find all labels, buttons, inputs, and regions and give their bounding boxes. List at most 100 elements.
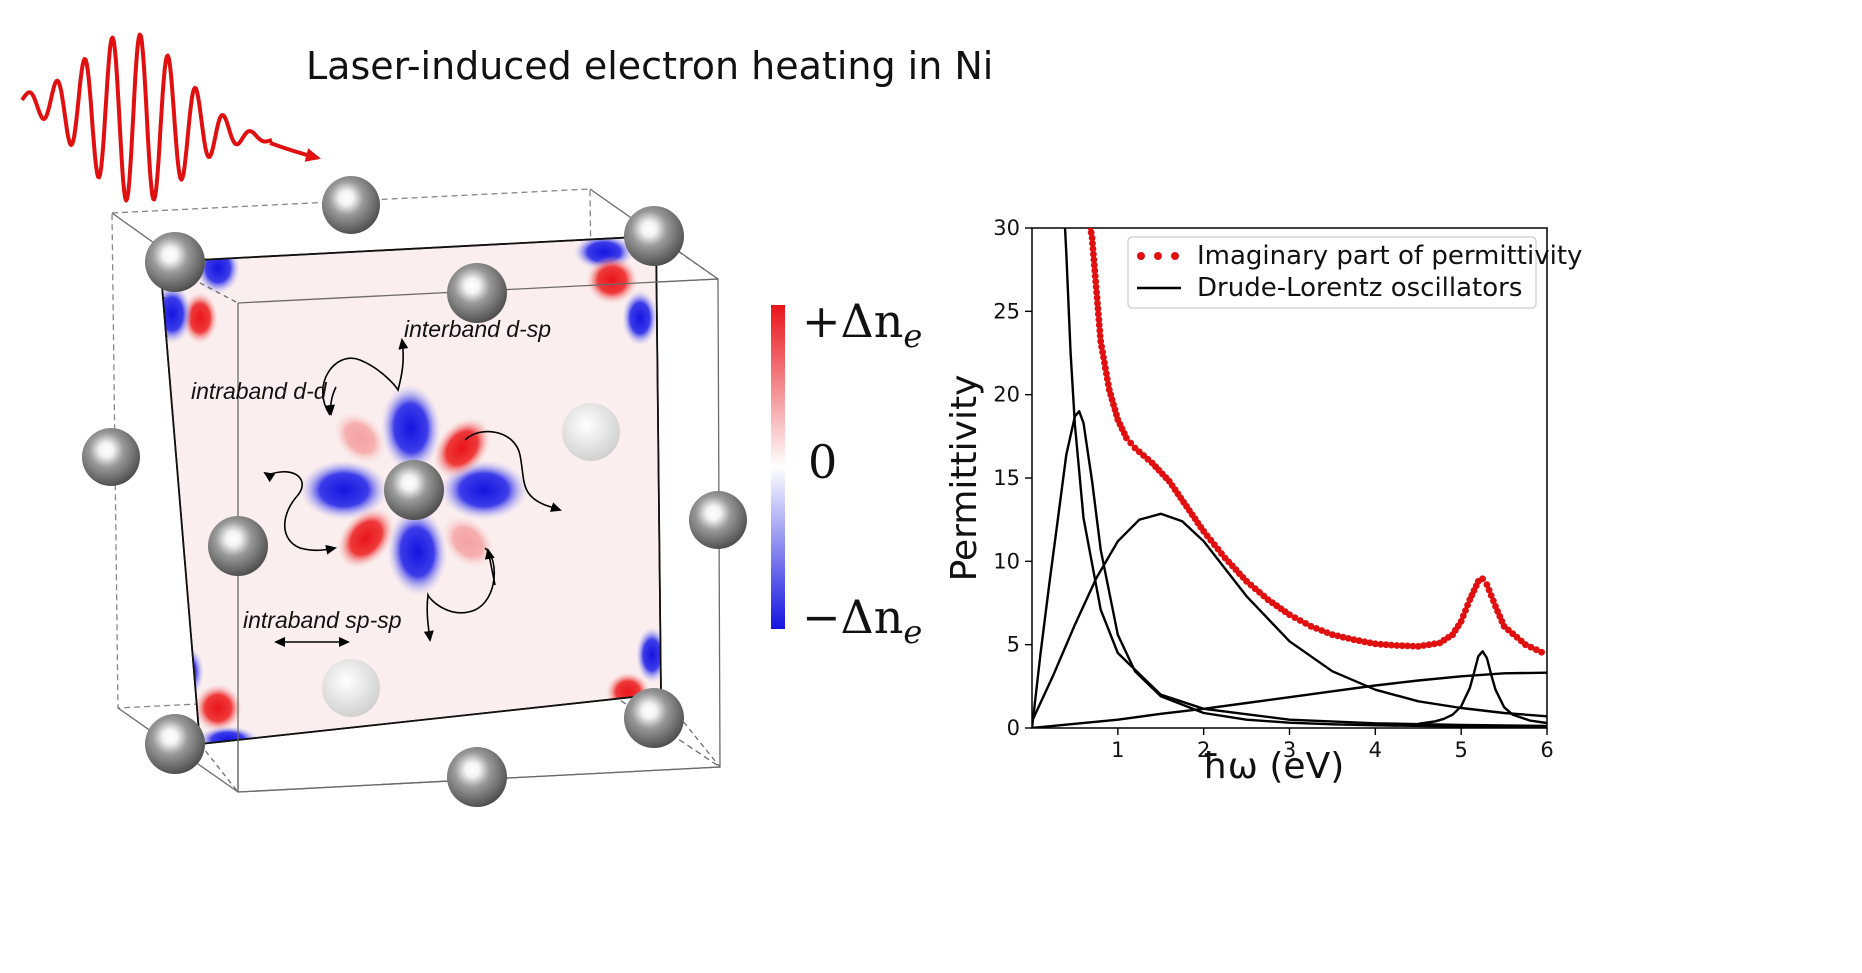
drude-lorentz-curve (1063, 228, 1547, 728)
permittivity-point (1100, 354, 1107, 361)
permittivity-point (1339, 633, 1347, 641)
permittivity-point (1094, 305, 1102, 313)
permittivity-point (1377, 640, 1385, 648)
permittivity-point (1420, 642, 1427, 649)
y-tick-label: 10 (993, 549, 1020, 573)
permittivity-point (1095, 316, 1103, 323)
permittivity-point (1084, 208, 1091, 215)
permittivity-point (1093, 289, 1100, 296)
ni-atom (145, 714, 205, 774)
permittivity-point (1409, 642, 1417, 650)
ni-atoms (82, 176, 747, 807)
y-tick-label: 25 (993, 299, 1020, 323)
drude-lorentz-curve (1032, 512, 1547, 722)
drude-lorentz-curve (1032, 410, 1547, 728)
permittivity-point (1091, 272, 1099, 280)
y-tick-label: 20 (993, 383, 1020, 407)
permittivity-point (1483, 581, 1491, 589)
permittivity-point (1393, 642, 1401, 649)
ni-atom (689, 491, 747, 549)
permittivity-point (1123, 434, 1130, 442)
permittivity-point (1490, 597, 1497, 605)
permittivity-point (1459, 612, 1467, 620)
ni-atom (322, 659, 380, 717)
permittivity-point (1366, 639, 1374, 647)
ni-atom (624, 206, 684, 266)
permittivity-point (1103, 375, 1111, 383)
permittivity-point (1102, 364, 1109, 372)
permittivity-point (1127, 439, 1135, 447)
colorbar-bottom-label: −Δne (802, 590, 922, 651)
permittivity-point (1485, 586, 1493, 594)
x-tick-label: 2 (1197, 738, 1210, 762)
x-tick-label: 4 (1369, 738, 1382, 762)
x-tick-label: 1 (1111, 738, 1124, 762)
permittivity-point (1286, 611, 1293, 619)
legend-label-drude: Drude-Lorentz oscillators (1197, 273, 1522, 303)
ni-atom (624, 688, 684, 748)
permittivity-point (1527, 643, 1535, 651)
permittivity-point (1457, 617, 1465, 625)
permittivity-point (1089, 240, 1096, 247)
plot-area (1032, 208, 1547, 728)
ni-atom (82, 428, 140, 486)
permittivity-point (1345, 635, 1352, 642)
ni-atom (562, 403, 620, 461)
x-axis-label: ħω (eV) (1203, 746, 1344, 787)
permittivity-point (1302, 620, 1309, 627)
permittivity-point (1388, 641, 1395, 649)
permittivity-point (1404, 642, 1411, 650)
permittivity-point (1350, 636, 1358, 644)
x-tick-label: 6 (1540, 738, 1553, 762)
permittivity-point (1334, 632, 1342, 640)
permittivity-point (1538, 648, 1545, 656)
permittivity-point (1085, 213, 1092, 220)
ni-atom (384, 460, 444, 520)
permittivity-point (1095, 310, 1102, 318)
drude-lorentz-curve (1032, 671, 1547, 728)
permittivity-point (1522, 641, 1529, 649)
permittivity-point (1323, 629, 1331, 636)
permittivity-point (1088, 234, 1096, 242)
permittivity-point (1318, 627, 1326, 634)
annotation-intraband-spsp: intraband sp-sp (243, 607, 402, 633)
legend-swatch-imaginary (1171, 252, 1179, 260)
figure-title: Laser-induced electron heating in Ni (306, 44, 993, 88)
permittivity-point (1382, 641, 1390, 649)
permittivity-point (1104, 380, 1112, 388)
y-tick-label: 5 (1007, 633, 1020, 657)
permittivity-chart: 0 5 10 15 20 25 30 1 2 3 4 5 6 ħω (eV) Permittivity Ima… (944, 208, 1582, 787)
permittivity-point (1095, 321, 1103, 329)
permittivity-point (1090, 256, 1098, 264)
ni-atom (447, 263, 507, 323)
y-tick-label: 15 (993, 466, 1020, 490)
permittivity-point (1532, 646, 1540, 654)
permittivity-point (1093, 294, 1101, 302)
permittivity-point (1398, 642, 1406, 650)
permittivity-point (1296, 617, 1304, 624)
permittivity-point (1291, 614, 1299, 621)
permittivity-point (1479, 575, 1486, 583)
permittivity-point (1096, 332, 1104, 340)
permittivity-point (1371, 640, 1379, 648)
permittivity-point (1464, 601, 1471, 609)
x-tick-label: 3 (1283, 738, 1296, 762)
permittivity-point (1097, 337, 1105, 345)
permittivity-point (1092, 278, 1100, 285)
y-tick-label: 0 (1007, 716, 1020, 740)
colorbar-zero-label: 0 (808, 435, 837, 489)
laser-pulse-icon (20, 32, 321, 203)
permittivity-point (1329, 631, 1336, 639)
permittivity-point (1361, 638, 1368, 646)
permittivity-point (1414, 642, 1422, 650)
permittivity-point (1098, 343, 1105, 351)
permittivity-point (1101, 359, 1108, 367)
legend-swatch-imaginary (1154, 252, 1162, 260)
permittivity-point (1103, 370, 1110, 377)
legend-swatch-imaginary (1137, 252, 1145, 260)
y-tick-label: 30 (993, 216, 1020, 240)
permittivity-point (1462, 607, 1469, 614)
permittivity-point (1487, 592, 1495, 599)
annotation-intraband-dd: intraband d-d (191, 378, 328, 404)
